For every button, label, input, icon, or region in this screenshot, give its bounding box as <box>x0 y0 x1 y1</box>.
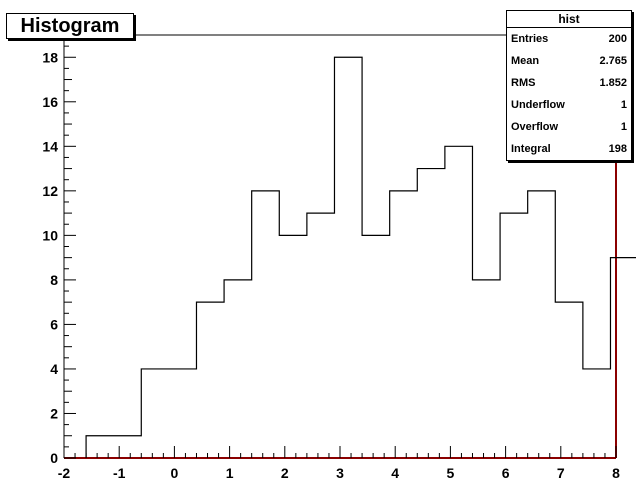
histogram-bin <box>252 191 280 458</box>
histogram-bin <box>362 235 390 458</box>
y-tick-label: 2 <box>50 405 58 421</box>
histogram-bin <box>583 369 611 458</box>
histogram-bin <box>417 169 445 458</box>
stats-row: Integral 198 <box>507 138 631 160</box>
stats-value: 1 <box>620 121 627 133</box>
x-tick-label: -2 <box>58 465 71 481</box>
x-tick-label: 4 <box>391 465 399 481</box>
histogram-outline <box>85 56 636 458</box>
histogram-bin <box>390 191 418 458</box>
x-tick-label: 0 <box>171 465 179 481</box>
x-tick-label: 7 <box>557 465 565 481</box>
x-tick-label: 8 <box>612 465 620 481</box>
stats-label: Mean <box>511 55 540 67</box>
x-tick-label: -1 <box>113 465 126 481</box>
histogram-bin <box>279 235 307 458</box>
stats-row: Overflow 1 <box>507 116 631 138</box>
stats-value: 198 <box>608 143 627 155</box>
x-tick-label: 2 <box>281 465 289 481</box>
y-tick-label: 8 <box>50 272 58 288</box>
stats-value: 1 <box>620 99 627 111</box>
x-tick-label: 5 <box>447 465 455 481</box>
histogram-bin <box>114 436 142 458</box>
y-tick-label: 18 <box>42 49 58 65</box>
stats-value: 2.765 <box>599 55 627 67</box>
y-tick-label: 12 <box>42 183 58 199</box>
stats-value: 1.852 <box>599 77 627 89</box>
x-tick-label: 6 <box>502 465 510 481</box>
histogram-bin <box>610 258 636 458</box>
y-tick-label: 4 <box>50 361 58 377</box>
y-tick-label: 6 <box>50 316 58 332</box>
histogram-bin <box>141 369 169 458</box>
histogram-bin <box>334 57 362 458</box>
histogram-bin <box>528 191 556 458</box>
stats-row: Entries 200 <box>507 28 631 50</box>
stats-value: 200 <box>608 33 627 45</box>
stats-name: hist <box>507 11 631 28</box>
histogram-bin <box>472 280 500 458</box>
stats-box: hist Entries 200 Mean 2.765 RMS 1.852 Underflo… <box>506 10 632 161</box>
stats-label: Entries <box>511 33 549 45</box>
histogram-bin <box>445 146 473 458</box>
y-tick-label: 10 <box>42 227 58 243</box>
histogram-bin <box>196 302 224 458</box>
histogram-bin <box>86 436 114 458</box>
stats-label: Underflow <box>511 99 565 111</box>
x-tick-label: 3 <box>336 465 344 481</box>
histogram-bin <box>169 369 197 458</box>
y-tick-label: 16 <box>42 94 58 110</box>
histogram-bin <box>500 213 528 458</box>
chart-title-box: Histogram <box>6 13 134 39</box>
stats-label: RMS <box>511 77 536 89</box>
chart-title: Histogram <box>20 14 120 37</box>
stats-label: Overflow <box>511 121 559 133</box>
x-tick-label: 1 <box>226 465 234 481</box>
stats-row: Underflow 1 <box>507 94 631 116</box>
y-tick-label: 0 <box>50 450 58 466</box>
y-tick-label: 14 <box>42 138 58 154</box>
histogram-bin <box>224 280 252 458</box>
stats-row: RMS 1.852 <box>507 72 631 94</box>
stats-label: Integral <box>511 143 551 155</box>
histogram-bin <box>555 302 583 458</box>
histogram-bin <box>307 213 335 458</box>
stats-row: Mean 2.765 <box>507 50 631 72</box>
